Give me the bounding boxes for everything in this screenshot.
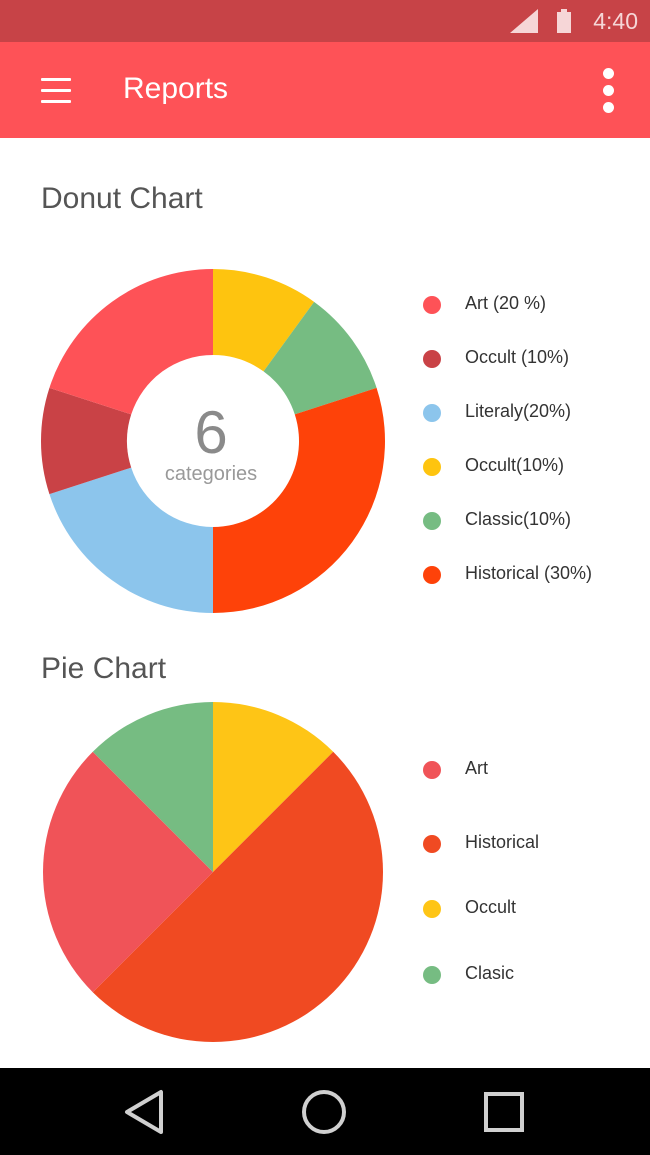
pie-chart-title: Pie Chart <box>41 652 167 685</box>
hamburger-menu-icon[interactable] <box>41 78 71 104</box>
donut-legend-swatch <box>423 404 441 422</box>
more-vertical-icon[interactable] <box>596 68 622 114</box>
back-triangle-icon[interactable] <box>121 1088 169 1136</box>
pie-chart <box>43 702 384 1042</box>
donut-legend-swatch <box>423 458 441 476</box>
donut-legend-label: Classic(10%) <box>465 509 572 529</box>
donut-center-label: categories <box>164 463 258 485</box>
pie-legend-label: Clasic <box>465 963 515 983</box>
pie-legend-label: Historical <box>465 832 540 852</box>
navigation-bar <box>0 1068 650 1155</box>
donut-legend-swatch <box>423 296 441 314</box>
donut-slice-0 <box>49 269 214 415</box>
pie-legend-swatch <box>423 761 441 779</box>
home-circle-icon[interactable] <box>300 1088 348 1136</box>
donut-slice-4 <box>263 301 377 415</box>
donut-legend-label: Historical (30%) <box>465 563 593 583</box>
donut-slice-2 <box>49 467 214 613</box>
page-title: Reports <box>123 72 229 105</box>
donut-chart <box>40 269 385 613</box>
donut-legend-label: Art (20 %) <box>465 293 547 313</box>
pie-legend-label: Occult <box>465 897 517 917</box>
status-bar: 4:40 <box>0 0 650 42</box>
pie-legend-swatch <box>423 966 441 984</box>
donut-legend-label: Occult (10%) <box>465 347 570 367</box>
pie-slice-0 <box>43 751 213 993</box>
app-bar: Reports <box>0 42 650 138</box>
recents-square-icon[interactable] <box>480 1088 528 1136</box>
donut-slice-1 <box>40 387 132 495</box>
cell-signal-icon <box>510 9 538 33</box>
donut-legend-swatch <box>423 566 441 584</box>
status-time: 4:40 <box>593 8 638 34</box>
pie-slice-3 <box>92 702 213 872</box>
battery-icon <box>557 9 571 33</box>
pie-legend-swatch <box>423 900 441 918</box>
donut-legend-label: Literaly(20%) <box>465 401 572 421</box>
donut-slice-3 <box>213 269 315 372</box>
donut-legend-label: Occult(10%) <box>465 455 565 475</box>
donut-legend-swatch <box>423 512 441 530</box>
pie-legend-label: Art <box>465 758 489 778</box>
pie-slice-2 <box>213 702 334 872</box>
pie-legend-swatch <box>423 835 441 853</box>
donut-legend-swatch <box>423 350 441 368</box>
pie-slice-1 <box>92 751 384 1042</box>
donut-chart-title: Donut Chart <box>41 182 203 215</box>
donut-slice-5 <box>213 387 385 613</box>
donut-center-value: 6 <box>194 399 228 466</box>
